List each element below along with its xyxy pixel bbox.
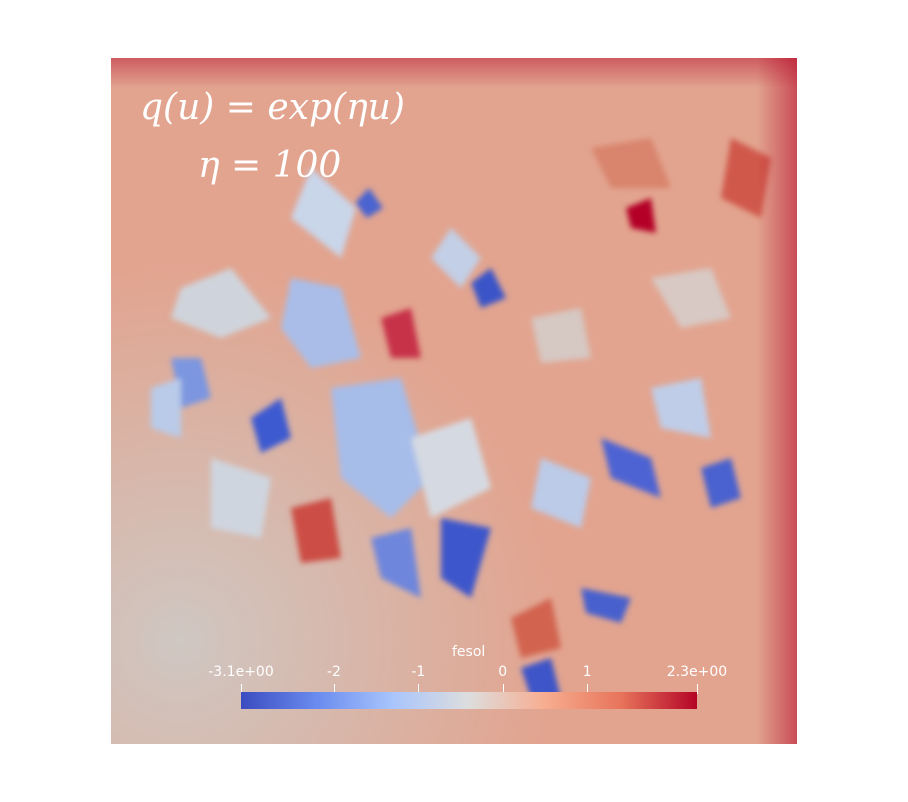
colorbar-tick-label: 2.3e+00 [666,664,728,680]
field-patch [626,198,656,233]
field-patch [531,458,591,528]
field-patch [471,268,506,308]
field-patch [431,228,481,288]
colorbar-gradient [241,692,697,709]
colorbar-tick-label: -2 [326,664,341,680]
colorbar-tick-mark [241,684,242,694]
formula-label: q(u) = exp(ηu) [140,87,405,128]
colorbar-title: fesol [452,644,486,660]
field-patch [371,528,421,598]
field-patch [581,588,631,623]
field-patch [355,188,383,218]
field-patch [211,458,271,538]
field-right-edge [757,58,797,744]
colorbar-tick-mark [418,684,419,694]
field-patch [151,378,181,438]
field-patch [291,168,356,258]
field-patch [531,308,591,363]
solution-field-plot [111,58,797,744]
field-patch [441,518,491,598]
field-patch [701,458,741,508]
field-patch [651,378,711,438]
solution-field-viewport [111,58,797,744]
field-patch [591,138,671,188]
field-patch [521,658,561,698]
colorbar-tick-mark [587,684,588,694]
field-patch [651,268,731,328]
field-top-edge [111,58,797,88]
field-patch [171,268,271,338]
field-patch [281,278,361,368]
colorbar [241,692,697,709]
field-patch [511,598,561,658]
colorbar-tick-mark [503,684,504,694]
colorbar-tick-label: 1 [582,664,592,680]
field-patch [251,398,291,453]
colorbar-tick-mark [334,684,335,694]
field-patch [331,378,431,518]
colorbar-tick-label: 0 [498,664,508,680]
parameter-label: η = 100 [198,145,342,186]
field-patch [291,498,341,563]
field-patch [601,438,661,498]
colorbar-tick-label: -3.1e+00 [208,664,274,680]
field-patch [411,418,491,518]
colorbar-tick-label: -1 [411,664,426,680]
colorbar-tick-mark [697,684,698,694]
field-patch [381,308,421,358]
